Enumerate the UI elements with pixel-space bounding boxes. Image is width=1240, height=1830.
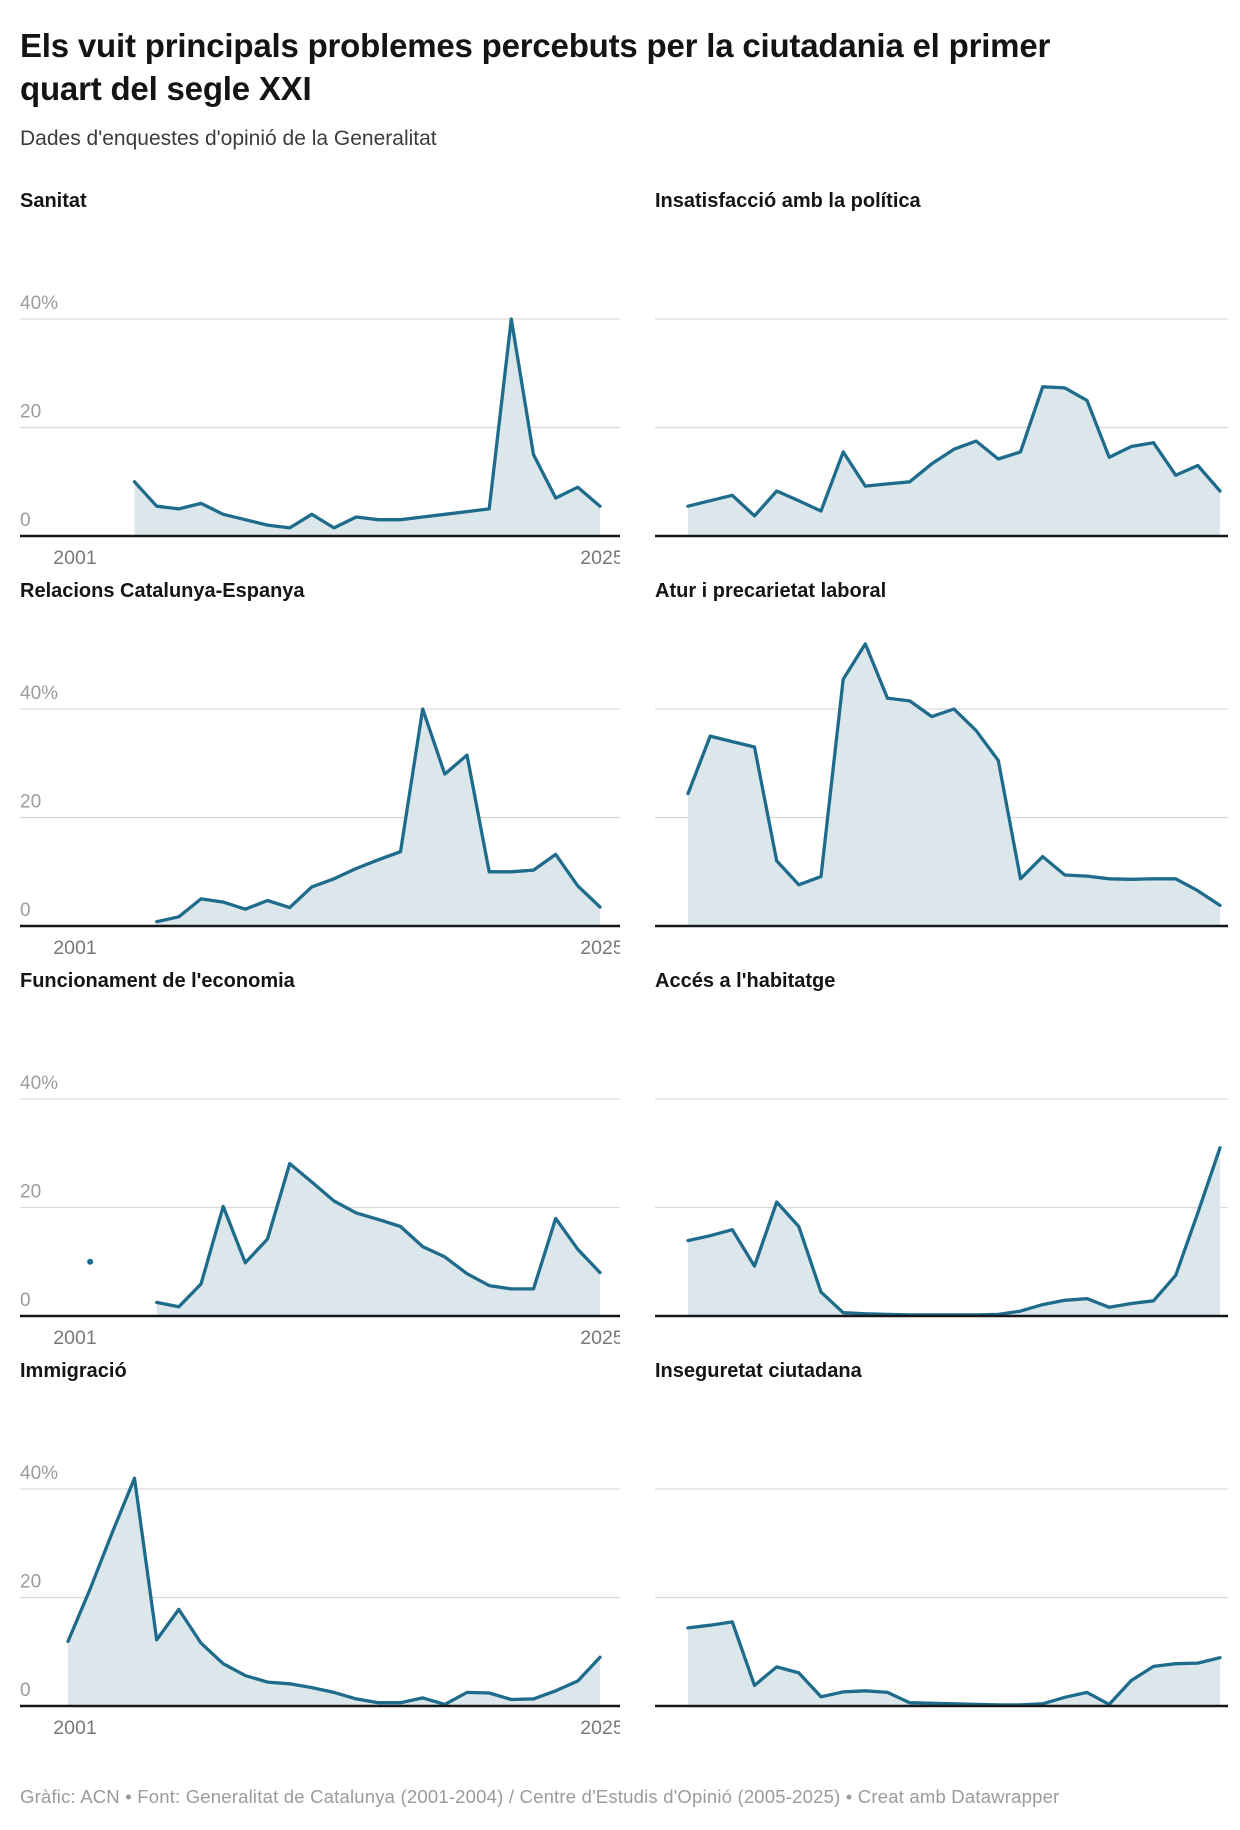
y-axis-label-20: 20 <box>20 1572 41 1593</box>
chart-panel-title: Insatisfacció amb la política <box>655 190 921 212</box>
chart-panel-3: Relacions Catalunya-Espanya 40% 20 0 2001 202… <box>0 570 620 960</box>
chart-plot[interactable]: 40% 20 0 2001 2025 <box>0 1396 620 1740</box>
chart-plot[interactable] <box>620 1396 1240 1740</box>
series-area <box>134 319 600 536</box>
chart-plot[interactable] <box>620 616 1240 960</box>
series-line <box>66 1476 602 1707</box>
page: Els vuit principals problemes percebuts … <box>0 0 1240 151</box>
isolated-data-point <box>87 1258 94 1265</box>
series-line <box>132 317 602 530</box>
x-axis-label-first: 2001 <box>53 937 96 959</box>
series-line <box>155 1161 602 1309</box>
series-area <box>68 1478 600 1706</box>
chart-panel-title: Funcionament de l'economia <box>20 970 295 992</box>
y-axis-label-0: 0 <box>20 900 31 921</box>
chart-panel-title: Atur i precarietat laboral <box>655 580 887 602</box>
x-axis-label-last: 2025 <box>580 937 620 959</box>
attribution-footer: Gràfic: ACN • Font: Generalitat de Catal… <box>20 1786 1060 1807</box>
y-axis-label-0: 0 <box>20 1290 31 1311</box>
series-line <box>686 1620 1222 1707</box>
y-axis-label-20: 20 <box>20 402 41 423</box>
chart-panel-1: Sanitat 40% 20 0 2001 2025 <box>0 180 620 570</box>
y-axis-label-0: 0 <box>20 1680 31 1701</box>
chart-panel-2: Insatisfacció amb la política <box>620 180 1240 570</box>
y-axis-label-0: 0 <box>20 510 31 531</box>
y-axis-label-40: 40% <box>20 1463 58 1484</box>
chart-plot[interactable]: 40% 20 0 2001 2025 <box>0 616 620 960</box>
x-axis-label-first: 2001 <box>53 1327 96 1349</box>
x-axis-label-first: 2001 <box>53 1717 96 1739</box>
series-area <box>688 643 1220 926</box>
x-axis-label-last: 2025 <box>580 1327 620 1349</box>
y-axis-label-40: 40% <box>20 683 58 704</box>
x-axis-label-last: 2025 <box>580 1717 620 1739</box>
series-line <box>686 642 1222 908</box>
chart-panel-7: Immigració 40% 20 0 2001 2025 <box>0 1350 620 1760</box>
x-axis-label-first: 2001 <box>53 547 96 569</box>
series-line <box>155 707 602 924</box>
series-area <box>156 1163 600 1316</box>
small-multiples-grid: Sanitat 40% 20 0 2001 2025 Insatisfacció amb l… <box>0 180 1240 1740</box>
y-axis-label-40: 40% <box>20 1073 58 1094</box>
chart-plot[interactable]: 40% 20 0 2001 2025 <box>0 1006 620 1350</box>
chart-plot[interactable]: 40% 20 0 2001 2025 <box>0 226 620 570</box>
page-subtitle: Dades d'enquestes d'opinió de la General… <box>20 127 437 150</box>
chart-panel-title: Immigració <box>20 1360 127 1382</box>
chart-plot[interactable] <box>620 1006 1240 1350</box>
chart-panel-8: Inseguretat ciutadana <box>620 1350 1240 1760</box>
chart-panel-title: Inseguretat ciutadana <box>655 1360 862 1382</box>
series-area <box>688 386 1220 536</box>
chart-panel-title: Accés a l'habitatge <box>655 970 836 992</box>
chart-panel-5: Funcionament de l'economia 40% 20 0 2001 2025 <box>0 960 620 1350</box>
page-title: Els vuit principals problemes percebuts … <box>20 27 1051 107</box>
x-axis-label-last: 2025 <box>580 547 620 569</box>
series-line <box>686 385 1222 518</box>
y-axis-label-20: 20 <box>20 1182 41 1203</box>
y-axis-label-40: 40% <box>20 293 58 314</box>
chart-plot[interactable] <box>620 226 1240 570</box>
series-area <box>688 1147 1220 1316</box>
chart-panel-title: Relacions Catalunya-Espanya <box>20 580 305 602</box>
chart-panel-4: Atur i precarietat laboral <box>620 570 1240 960</box>
series-area <box>688 1621 1220 1706</box>
y-axis-label-20: 20 <box>20 792 41 813</box>
chart-panel-6: Accés a l'habitatge <box>620 960 1240 1350</box>
chart-panel-title: Sanitat <box>20 190 87 212</box>
